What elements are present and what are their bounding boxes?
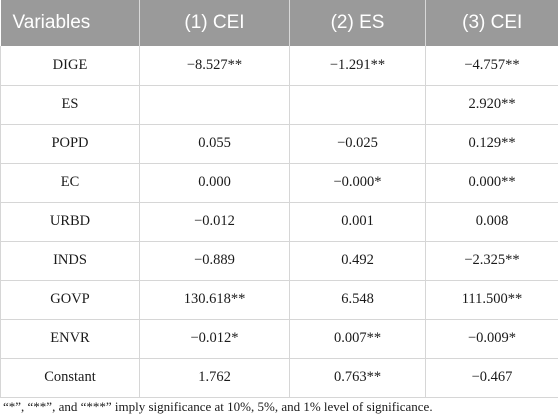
table-body: DIGE −8.527** −1.291** −4.757** ES 2.920… [0, 46, 558, 398]
table-cell: −0.025 [289, 124, 426, 164]
row-label: GOVP [0, 280, 140, 320]
row-label: EC [0, 163, 140, 203]
header-model-2-es: (2) ES [289, 0, 426, 46]
table-cell: 0.008 [425, 202, 558, 242]
table-row: INDS −0.889 0.492 −2.325** [0, 241, 558, 281]
row-label: Constant [0, 358, 140, 398]
table-row: Constant 1.762 0.763** −0.467 [0, 358, 558, 398]
row-label: INDS [0, 241, 140, 281]
row-label: DIGE [0, 46, 140, 86]
table-row: POPD 0.055 −0.025 0.129** [0, 124, 558, 164]
table-cell: 111.500** [425, 280, 558, 320]
table-cell: −0.889 [139, 241, 290, 281]
table-cell: −0.012* [139, 319, 290, 359]
table-row: ES 2.920** [0, 85, 558, 125]
table-cell: −8.527** [139, 46, 290, 86]
header-model-3-cei: (3) CEI [425, 0, 558, 46]
row-label: URBD [0, 202, 140, 242]
table-row: GOVP 130.618** 6.548 111.500** [0, 280, 558, 320]
significance-footnote: “*”, “**”, and “***” imply significance … [3, 399, 433, 414]
table-cell: 2.920** [425, 85, 558, 125]
table-cell: 0.492 [289, 241, 426, 281]
table-cell: −4.757** [425, 46, 558, 86]
table-cell [139, 85, 290, 125]
table-row: URBD −0.012 0.001 0.008 [0, 202, 558, 242]
regression-results-table: Variables (1) CEI (2) ES (3) CEI DIGE −8… [0, 0, 558, 398]
table-cell: 130.618** [139, 280, 290, 320]
table-header: Variables (1) CEI (2) ES (3) CEI [0, 0, 558, 46]
table-cell: 0.007** [289, 319, 426, 359]
table-cell: 0.055 [139, 124, 290, 164]
table-cell: 0.129** [425, 124, 558, 164]
table-cell: −0.000* [289, 163, 426, 203]
table-cell: 0.763** [289, 358, 426, 398]
row-label: POPD [0, 124, 140, 164]
table-cell [289, 85, 426, 125]
table-cell: −2.325** [425, 241, 558, 281]
table-cell: 6.548 [289, 280, 426, 320]
row-label: ES [0, 85, 140, 125]
table-row: EC 0.000 −0.000* 0.000** [0, 163, 558, 203]
table-cell: 1.762 [139, 358, 290, 398]
header-variables: Variables [12, 12, 91, 33]
table-cell: −0.012 [139, 202, 290, 242]
table-row: DIGE −8.527** −1.291** −4.757** [0, 46, 558, 86]
header-model-1-cei: (1) CEI [139, 0, 290, 46]
table-row: ENVR −0.012* 0.007** −0.009* [0, 319, 558, 359]
table-cell: −0.467 [425, 358, 558, 398]
table-cell: −0.009* [425, 319, 558, 359]
table-cell: 0.001 [289, 202, 426, 242]
table-cell: −1.291** [289, 46, 426, 86]
table-cell: 0.000 [139, 163, 290, 203]
row-label: ENVR [0, 319, 140, 359]
table-cell: 0.000** [425, 163, 558, 203]
header-row: Variables (1) CEI (2) ES (3) CEI [0, 0, 558, 46]
